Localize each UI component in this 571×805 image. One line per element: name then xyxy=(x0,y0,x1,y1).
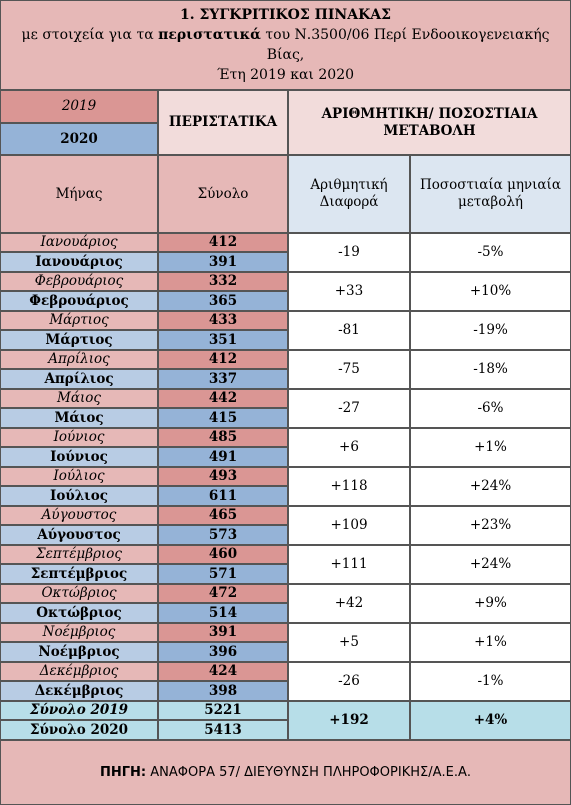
value: 442 xyxy=(158,389,288,408)
diff: +33 xyxy=(288,272,410,311)
change-header: ΑΡΙΘΜΗΤΙΚΗ/ ΠΟΣΟΣΤΙΑΙΑ ΜΕΤΑΒΟΛΗ xyxy=(288,90,571,155)
month: Μάρτιος xyxy=(0,330,158,350)
pct: -18% xyxy=(410,350,571,389)
value: 514 xyxy=(158,603,288,623)
text: με στοιχεία για τα xyxy=(21,27,154,43)
month: Νοέμβριος xyxy=(0,623,158,642)
month: Απρίλιος xyxy=(0,369,158,389)
month: Μάιος xyxy=(0,389,158,408)
pct: +10% xyxy=(410,272,571,311)
value: 332 xyxy=(158,272,288,291)
footer: ΠΗΓΗ: ΑΝΑΦΟΡΑ 57/ ΔΙΕΥΘΥΝΣΗ ΠΛΗΡΟΦΟΡΙΚΗΣ… xyxy=(0,740,571,805)
month: Ιούνιος xyxy=(0,447,158,467)
col-header: Ποσοστιαία μηνιαία μεταβολή xyxy=(410,155,571,233)
years: Έτη 2019 και 2020 xyxy=(216,67,355,83)
pct: -6% xyxy=(410,389,571,428)
diff: +111 xyxy=(288,545,410,584)
value: 485 xyxy=(158,428,288,447)
value: 337 xyxy=(158,369,288,389)
diff: -19 xyxy=(288,233,410,272)
month: Μάιος xyxy=(0,408,158,428)
diff: -75 xyxy=(288,350,410,389)
value: 465 xyxy=(158,506,288,525)
month: Φεβρουάριος xyxy=(0,272,158,291)
value: 351 xyxy=(158,330,288,350)
diff: +118 xyxy=(288,467,410,506)
diff: +5 xyxy=(288,623,410,662)
value: 398 xyxy=(158,681,288,701)
value: 412 xyxy=(158,233,288,252)
pct: +1% xyxy=(410,623,571,662)
diff: +42 xyxy=(288,584,410,623)
month: Απρίλιος xyxy=(0,350,158,369)
diff: -26 xyxy=(288,662,410,701)
source-label: ΠΗΓΗ: xyxy=(99,765,147,780)
value: 493 xyxy=(158,467,288,486)
pct: +23% xyxy=(410,506,571,545)
diff: -81 xyxy=(288,311,410,350)
diff: +6 xyxy=(288,428,410,467)
month: Νοέμβριος xyxy=(0,642,158,662)
month: Ιανουάριος xyxy=(0,233,158,252)
incidents-header: ΠΕΡΙΣΤΑΤΙΚΑ xyxy=(158,90,288,155)
total-label: Σύνολο 2020 xyxy=(0,720,158,740)
text: περιστατικά xyxy=(158,27,261,43)
year-2019: 2019 xyxy=(0,90,158,123)
month: Μάρτιος xyxy=(0,311,158,330)
col-header: Αριθμητική Διαφορά xyxy=(288,155,410,233)
col-header: Μήνας xyxy=(0,155,158,233)
header: 1. ΣΥΓΚΡΙΤΙΚΟΣ ΠΙΝΑΚΑΣ με στοιχεία για τ… xyxy=(0,0,571,90)
month: Ιούνιος xyxy=(0,428,158,447)
text: του Ν.3500/06 Περί Ενδοοικογενειακής Βία… xyxy=(265,27,550,63)
diff: +109 xyxy=(288,506,410,545)
value: 365 xyxy=(158,291,288,311)
value: 396 xyxy=(158,642,288,662)
month: Ιανουάριος xyxy=(0,252,158,272)
diff: -27 xyxy=(288,389,410,428)
pct: -1% xyxy=(410,662,571,701)
value: 433 xyxy=(158,311,288,330)
total-value: 5413 xyxy=(158,720,288,740)
source: ΑΝΑΦΟΡΑ 57/ ΔΙΕΥΘΥΝΣΗ ΠΛΗΡΟΦΟΡΙΚΗΣ/Α.Ε.Α… xyxy=(150,765,471,780)
value: 573 xyxy=(158,525,288,545)
month: Ιούλιος xyxy=(0,467,158,486)
total-pct: +4% xyxy=(410,701,571,740)
month: Φεβρουάριος xyxy=(0,291,158,311)
month: Σεπτέμβριος xyxy=(0,545,158,564)
month: Αύγουστος xyxy=(0,525,158,545)
total-label: Σύνολο 2019 xyxy=(0,701,158,720)
pct: +1% xyxy=(410,428,571,467)
pct: -5% xyxy=(410,233,571,272)
pct: +24% xyxy=(410,545,571,584)
value: 391 xyxy=(158,252,288,272)
month: Οκτώβριος xyxy=(0,584,158,603)
month: Ιούλιος xyxy=(0,486,158,506)
subtitle: με στοιχεία για τα περιστατικά του Ν.350… xyxy=(1,25,570,65)
value: 412 xyxy=(158,350,288,369)
value: 391 xyxy=(158,623,288,642)
month: Δεκέμβριος xyxy=(0,681,158,701)
year-2020: 2020 xyxy=(0,123,158,155)
pct: +24% xyxy=(410,467,571,506)
col-header: Σύνολο xyxy=(158,155,288,233)
value: 472 xyxy=(158,584,288,603)
value: 611 xyxy=(158,486,288,506)
month: Οκτώβριος xyxy=(0,603,158,623)
title: 1. ΣΥΓΚΡΙΤΙΚΟΣ ΠΙΝΑΚΑΣ xyxy=(179,7,392,23)
total-value: 5221 xyxy=(158,701,288,720)
month: Αύγουστος xyxy=(0,506,158,525)
value: 491 xyxy=(158,447,288,467)
value: 415 xyxy=(158,408,288,428)
value: 460 xyxy=(158,545,288,564)
month: Δεκέμβριος xyxy=(0,662,158,681)
total-diff: +192 xyxy=(288,701,410,740)
value: 571 xyxy=(158,564,288,584)
pct: -19% xyxy=(410,311,571,350)
month: Σεπτέμβριος xyxy=(0,564,158,584)
value: 424 xyxy=(158,662,288,681)
pct: +9% xyxy=(410,584,571,623)
